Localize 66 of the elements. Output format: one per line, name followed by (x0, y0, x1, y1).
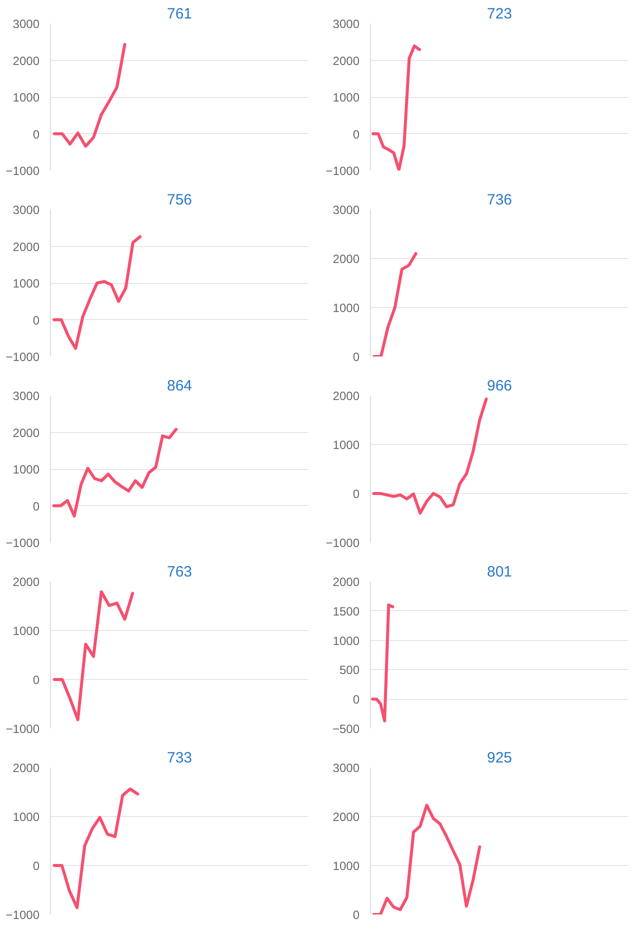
y-tick-label: −1000 (6, 350, 40, 364)
y-tick-label: −1000 (326, 164, 360, 178)
line-series (52, 788, 140, 910)
y-tick-label: 0 (352, 487, 360, 501)
y-tick-label: 2000 (12, 761, 40, 775)
y-tick-label: 2000 (12, 54, 40, 68)
line-series (52, 428, 178, 518)
y-tick-label: 2000 (332, 810, 360, 824)
y-tick-label: −1000 (6, 536, 40, 550)
y-tick-label: 0 (32, 499, 40, 514)
y-tick-label: 1000 (332, 438, 360, 452)
line-series (372, 252, 418, 356)
y-tick-label: 3000 (12, 203, 40, 217)
y-tick-label: −500 (332, 722, 360, 736)
y-tick-label: 3000 (332, 203, 360, 217)
y-tick-label: 3000 (12, 389, 40, 403)
line-series (52, 235, 142, 350)
line-series (372, 804, 482, 914)
y-tick-label: 500 (339, 663, 360, 678)
y-tick-label: 1000 (12, 624, 40, 638)
line-series (372, 397, 488, 515)
y-tick-label: 2000 (332, 575, 360, 589)
y-tick-label: 2000 (332, 252, 360, 266)
y-tick-label: 2000 (332, 389, 360, 403)
chart-title: 761 (166, 6, 192, 22)
y-tick-label: 3000 (12, 17, 40, 31)
y-tick-label: 1000 (332, 859, 360, 873)
y-tick-label: 0 (352, 908, 360, 922)
y-tick-label: 3000 (332, 761, 360, 775)
y-tick-label: 1000 (12, 276, 40, 290)
y-tick-label: 1000 (12, 462, 40, 476)
chart-title: 756 (166, 192, 192, 208)
y-tick-label: −1000 (6, 722, 40, 736)
y-tick-label: 2000 (12, 575, 40, 589)
chart-title: 733 (166, 750, 192, 766)
line-series (52, 42, 126, 148)
y-tick-label: 0 (352, 350, 360, 364)
y-tick-label: −1000 (6, 908, 40, 922)
y-tick-label: 1500 (332, 604, 360, 618)
y-tick-label: 0 (32, 127, 40, 142)
y-tick-label: 1000 (332, 634, 360, 648)
y-tick-label: 1000 (332, 90, 360, 104)
line-series (52, 590, 134, 722)
chart-title: 763 (166, 564, 192, 580)
chart-title: 801 (486, 564, 512, 580)
chart-title: 966 (486, 378, 512, 394)
y-tick-label: 1000 (12, 90, 40, 104)
y-tick-label: 1000 (332, 301, 360, 315)
y-tick-label: 2000 (12, 426, 40, 440)
y-tick-label: 2000 (332, 54, 360, 68)
line-series (372, 44, 422, 170)
chart-title: 736 (486, 192, 512, 208)
y-tick-label: 0 (32, 673, 40, 687)
y-tick-label: 3000 (332, 17, 360, 31)
y-tick-label: −1000 (326, 536, 360, 550)
y-tick-label: 0 (32, 313, 40, 328)
chart-title: 925 (486, 750, 512, 766)
line-series (371, 604, 394, 722)
y-tick-label: 0 (352, 692, 360, 707)
chart-title: 864 (166, 378, 192, 394)
y-tick-label: 1000 (12, 810, 40, 824)
y-tick-label: 0 (352, 127, 360, 142)
y-tick-label: 0 (32, 859, 40, 873)
y-tick-label: 2000 (12, 240, 40, 254)
chart-title: 723 (486, 6, 512, 22)
y-tick-label: −1000 (6, 164, 40, 178)
